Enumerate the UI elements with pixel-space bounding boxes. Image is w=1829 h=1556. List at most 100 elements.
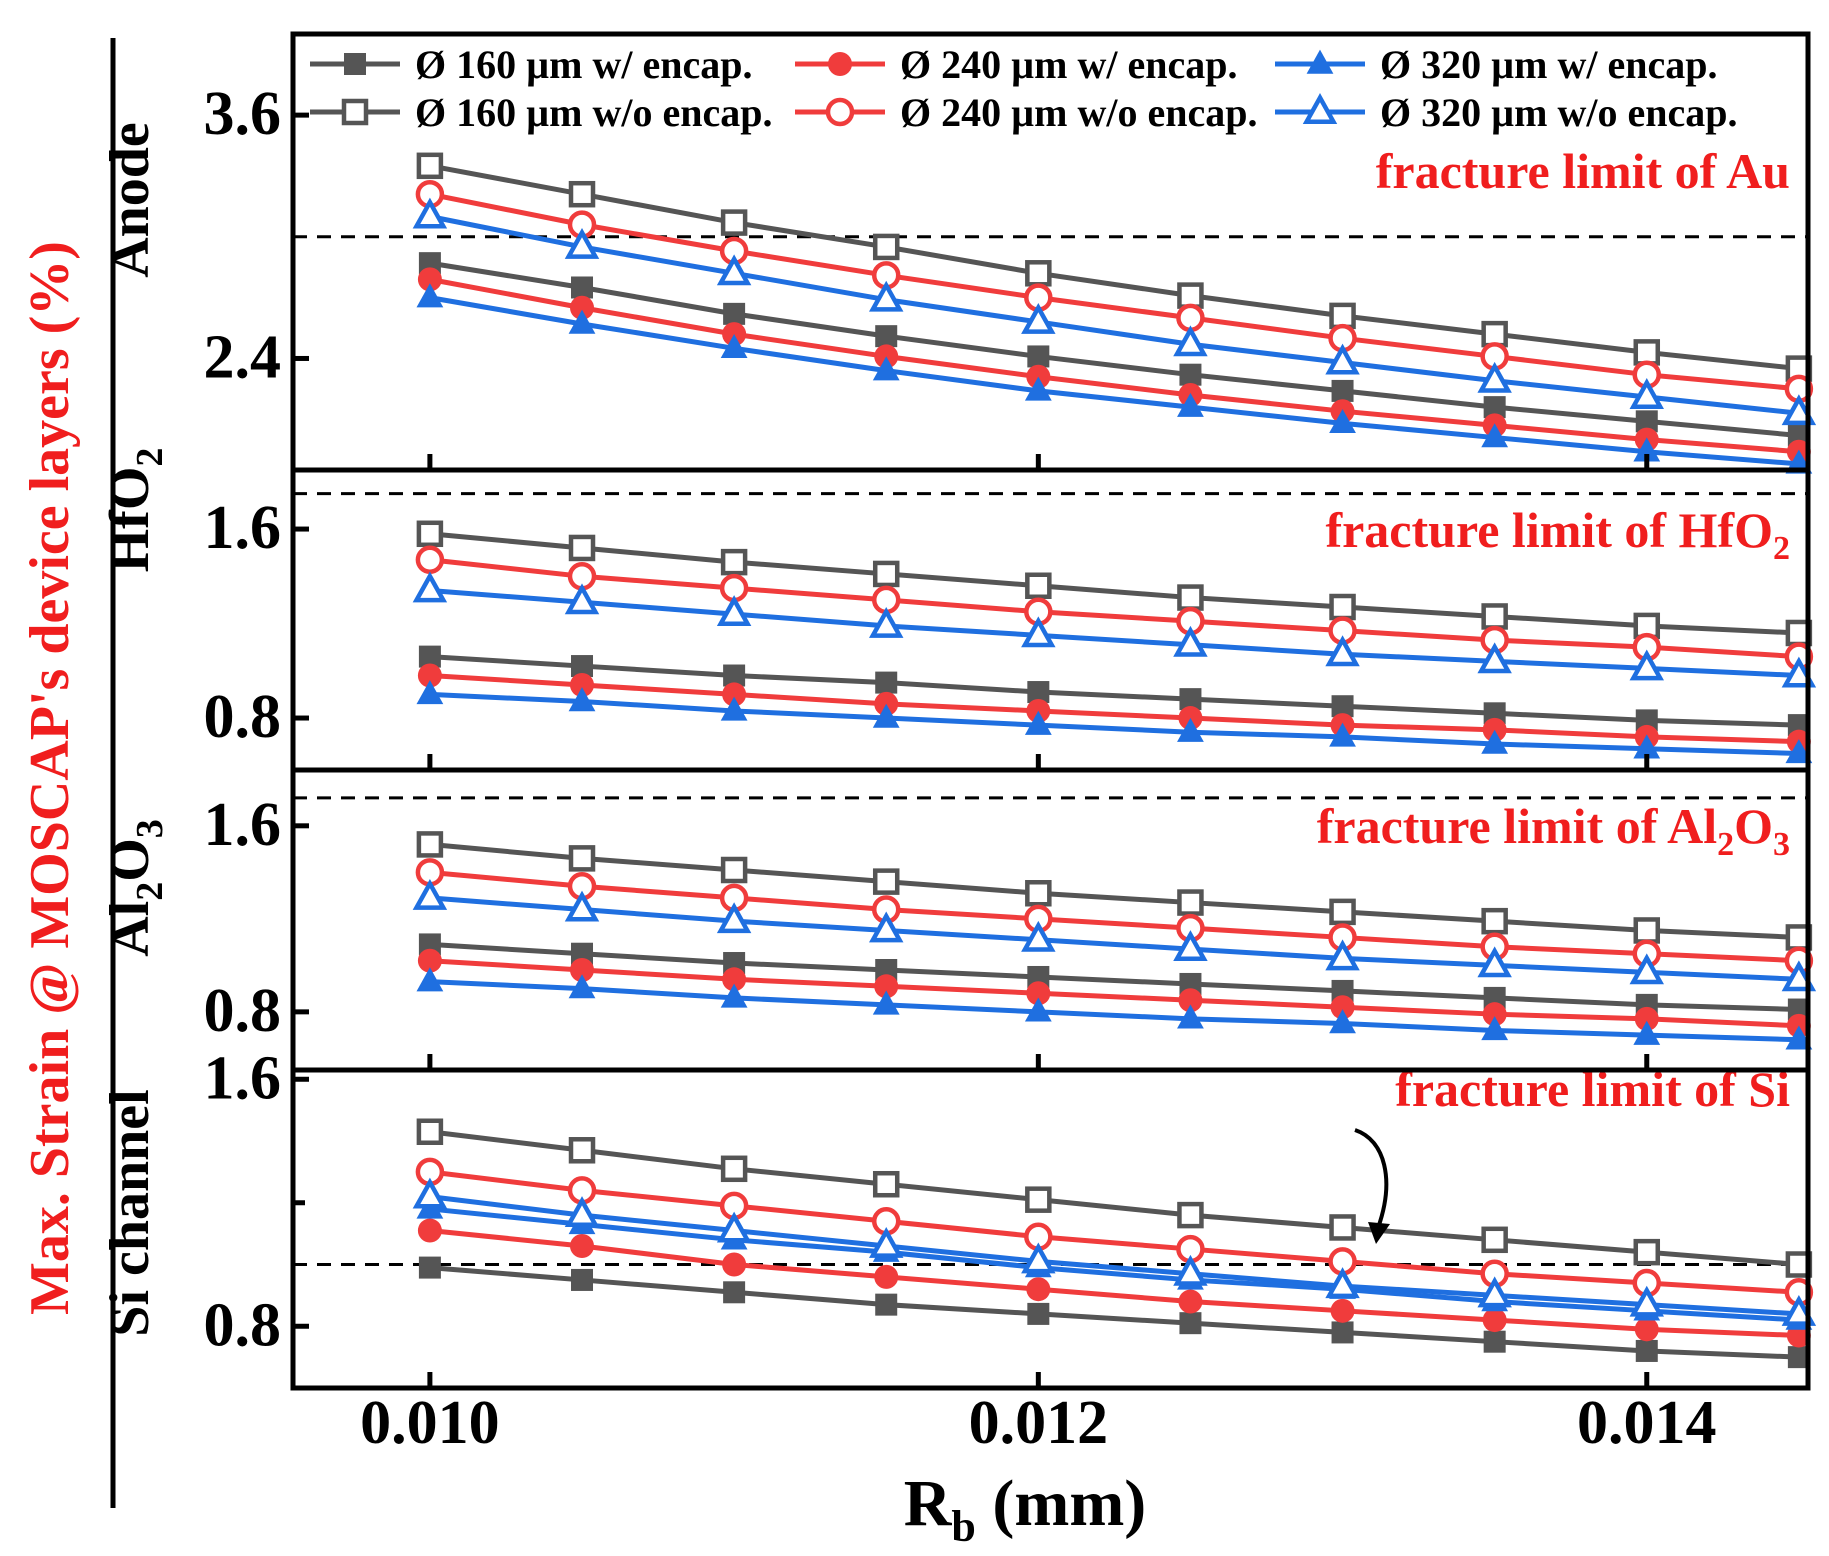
data-point	[872, 990, 900, 1015]
data-point	[1477, 1276, 1512, 1308]
data-point	[1173, 325, 1208, 357]
data-point	[1325, 939, 1360, 971]
data-point	[1477, 946, 1512, 978]
fracture-limit-label: fracture limit of Al2O3	[1317, 798, 1790, 863]
data-point	[1027, 345, 1050, 368]
data-point	[722, 682, 747, 707]
series-3	[416, 680, 1813, 764]
data-point	[1634, 1317, 1659, 1342]
legend-marker	[1306, 49, 1334, 74]
data-point	[568, 974, 596, 999]
panels-layer: fracture limit of Au fracture limit of Hf…	[293, 143, 1817, 1369]
series-1	[418, 1256, 1810, 1369]
data-point	[1179, 363, 1202, 386]
data-point	[720, 548, 748, 576]
legend-item-1: Ø 160 µm w/ encap.	[310, 42, 752, 87]
data-point	[868, 280, 904, 312]
data-point	[564, 583, 600, 615]
x-tick-label: 0.010	[360, 1389, 500, 1457]
legend-label: Ø 240 µm w/ encap.	[900, 42, 1237, 87]
data-point	[416, 967, 444, 992]
series-6	[412, 197, 1817, 426]
data-point	[716, 1211, 752, 1243]
series-3	[416, 1194, 1813, 1330]
fracture-arrow	[1354, 1128, 1389, 1229]
data-point	[568, 180, 596, 208]
data-point	[1629, 953, 1664, 985]
data-point	[720, 209, 748, 236]
data-point	[570, 672, 595, 697]
data-point	[418, 933, 441, 956]
data-point	[1482, 1002, 1507, 1027]
data-point	[1329, 409, 1356, 434]
data-point	[1629, 378, 1664, 409]
data-point	[723, 1281, 746, 1304]
legend-marker	[344, 53, 366, 75]
data-point	[1787, 424, 1810, 447]
data-point	[412, 1177, 448, 1209]
data-point	[564, 1196, 600, 1228]
data-point	[1633, 339, 1661, 366]
series-line	[429, 979, 1799, 1043]
data-point	[1481, 423, 1509, 448]
legend-label: Ø 240 µm w/o encap.	[900, 90, 1257, 135]
series-line	[429, 941, 1799, 1013]
data-point	[415, 545, 445, 575]
data-point	[874, 974, 899, 999]
series-4	[416, 1118, 1813, 1278]
y-tick-label: 1.6	[204, 791, 282, 859]
series-4	[416, 520, 1813, 647]
panel-label: Anode	[99, 122, 161, 278]
x-axis-title: Rb (mm)	[904, 1467, 1147, 1551]
data-point	[1635, 709, 1658, 732]
data-point	[716, 595, 752, 627]
series-line	[429, 1194, 1800, 1317]
data-point	[1026, 981, 1051, 1006]
data-point	[570, 1233, 595, 1258]
panel-label: Si channel	[99, 1089, 161, 1336]
data-point	[872, 233, 900, 261]
series-line	[429, 1265, 1799, 1360]
y-axis-title: Max. Strain @ MOSCAP's device layers (%)	[19, 241, 81, 1315]
data-point	[1173, 930, 1208, 962]
data-point	[722, 1252, 747, 1277]
y-tick-label: 3.6	[204, 80, 282, 148]
data-point	[1633, 917, 1661, 944]
y-tick-label: 0.8	[204, 1291, 282, 1359]
data-point	[1173, 1254, 1208, 1286]
data-point	[1329, 593, 1356, 621]
data-point	[1178, 1289, 1203, 1314]
data-point	[720, 983, 748, 1008]
data-point	[1482, 1308, 1507, 1333]
data-point	[568, 534, 596, 562]
y-tick-label: 1.6	[204, 494, 282, 562]
series-line	[429, 1206, 1800, 1323]
data-point	[868, 1227, 904, 1258]
legend-marker	[1302, 93, 1338, 124]
data-point	[571, 276, 594, 299]
series-line	[429, 557, 1800, 660]
data-point	[1483, 702, 1506, 725]
series-4	[416, 152, 1813, 382]
data-point	[1331, 979, 1354, 1002]
data-point	[416, 152, 444, 180]
series-line	[429, 587, 1799, 679]
data-point	[417, 663, 442, 688]
legend-label: Ø 160 µm w/ encap.	[415, 42, 752, 87]
legend-label: Ø 320 µm w/o encap.	[1380, 90, 1737, 135]
data-point	[1481, 729, 1509, 754]
data-point	[1025, 260, 1052, 287]
data-point	[875, 1293, 898, 1316]
series-line	[429, 841, 1799, 940]
panel-1: fracture limit of Au	[293, 143, 1817, 474]
data-point	[1633, 437, 1661, 462]
data-point	[1021, 303, 1056, 334]
data-point	[1635, 1339, 1658, 1362]
data-point	[1325, 343, 1360, 375]
data-point	[723, 952, 746, 975]
data-point	[416, 283, 444, 308]
data-point	[1021, 1242, 1056, 1274]
data-point	[1483, 396, 1506, 419]
data-point	[412, 571, 448, 603]
data-point	[720, 856, 748, 884]
